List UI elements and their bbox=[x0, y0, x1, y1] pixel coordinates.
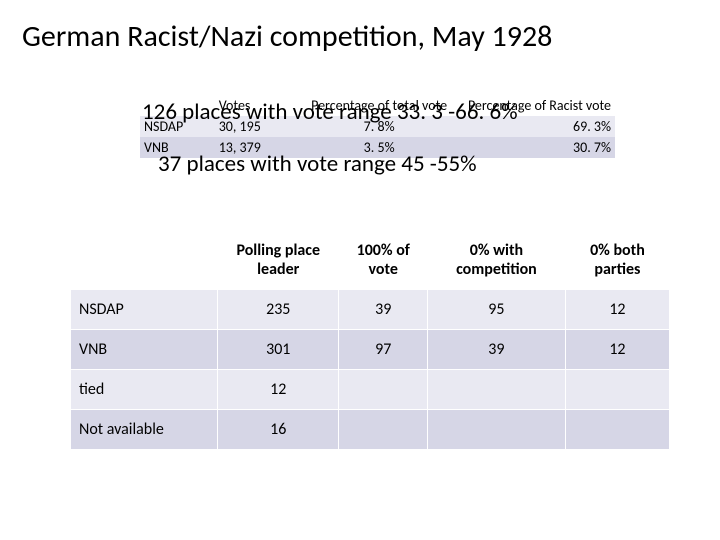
small-cell-pct-total: 3. 5% bbox=[304, 137, 455, 158]
slide: German Racist/Nazi competition, May 1928… bbox=[0, 0, 720, 540]
slide-title: German Racist/Nazi competition, May 1928 bbox=[22, 18, 698, 55]
cell-leader: 235 bbox=[218, 290, 339, 330]
small-header-pct-racist: Percentage of Racist vote bbox=[455, 95, 615, 116]
small-cell-votes: 30, 195 bbox=[215, 116, 304, 137]
table-row: NSDAP 235 39 95 12 bbox=[71, 290, 670, 330]
row-label: tied bbox=[71, 370, 218, 410]
small-header-votes: Votes bbox=[215, 95, 304, 116]
cell-0both: 12 bbox=[565, 330, 669, 370]
cell-0comp: 95 bbox=[427, 290, 565, 330]
cell-0comp bbox=[427, 410, 565, 450]
small-table: Votes Percentage of total vote Percentag… bbox=[140, 95, 615, 158]
main-header-leader: Polling place leader bbox=[218, 231, 339, 290]
main-table-header-row: Polling place leader 100% of vote 0% wit… bbox=[71, 231, 670, 290]
small-cell-votes: 13, 379 bbox=[215, 137, 304, 158]
cell-leader: 301 bbox=[218, 330, 339, 370]
small-cell-party: NSDAP bbox=[140, 116, 215, 137]
small-header-pct-total: Percentage of total vote bbox=[304, 95, 455, 116]
small-cell-pct-racist: 30. 7% bbox=[455, 137, 615, 158]
main-header-blank bbox=[71, 231, 218, 290]
cell-100pct: 97 bbox=[339, 330, 427, 370]
cell-0both bbox=[565, 370, 669, 410]
cell-leader: 12 bbox=[218, 370, 339, 410]
small-cell-pct-racist: 69. 3% bbox=[455, 116, 615, 137]
main-table: Polling place leader 100% of vote 0% wit… bbox=[70, 230, 670, 450]
small-table-row: NSDAP 30, 195 7. 8% 69. 3% bbox=[140, 116, 615, 137]
cell-leader: 16 bbox=[218, 410, 339, 450]
table-row: tied 12 bbox=[71, 370, 670, 410]
cell-100pct bbox=[339, 370, 427, 410]
main-header-0both: 0% both parties bbox=[565, 231, 669, 290]
cell-0comp bbox=[427, 370, 565, 410]
row-label: Not available bbox=[71, 410, 218, 450]
small-header-blank bbox=[140, 95, 215, 116]
cell-0both: 12 bbox=[565, 290, 669, 330]
cell-0both bbox=[565, 410, 669, 450]
cell-100pct: 39 bbox=[339, 290, 427, 330]
small-table-row: VNB 13, 379 3. 5% 30. 7% bbox=[140, 137, 615, 158]
small-cell-pct-total: 7. 8% bbox=[304, 116, 455, 137]
row-label: NSDAP bbox=[71, 290, 218, 330]
cell-0comp: 39 bbox=[427, 330, 565, 370]
row-label: VNB bbox=[71, 330, 218, 370]
main-header-0comp: 0% with competition bbox=[427, 231, 565, 290]
cell-100pct bbox=[339, 410, 427, 450]
small-cell-party: VNB bbox=[140, 137, 215, 158]
small-table-header: Votes Percentage of total vote Percentag… bbox=[140, 95, 615, 116]
table-row: Not available 16 bbox=[71, 410, 670, 450]
main-header-100pct: 100% of vote bbox=[339, 231, 427, 290]
table-row: VNB 301 97 39 12 bbox=[71, 330, 670, 370]
